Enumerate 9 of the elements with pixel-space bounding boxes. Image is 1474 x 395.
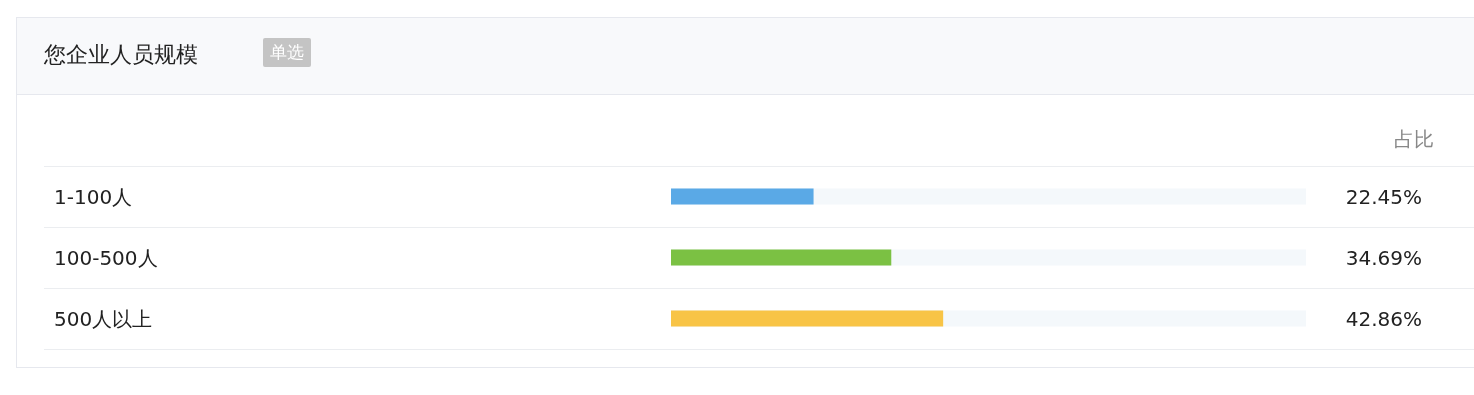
text: 您企业人员规模 [44, 41, 198, 69]
y-tick-label: 500人以上 [54, 306, 153, 331]
y-tick-label: 100-500人 [54, 245, 158, 270]
text: 单选 [263, 38, 311, 67]
data-label: 34.69% [1345, 245, 1422, 270]
data-label: 42.86% [1345, 306, 1422, 331]
data-label: 22.45% [1345, 184, 1422, 209]
y-tick-label: 1-100人 [54, 184, 133, 209]
text: 占比 [1394, 126, 1434, 153]
